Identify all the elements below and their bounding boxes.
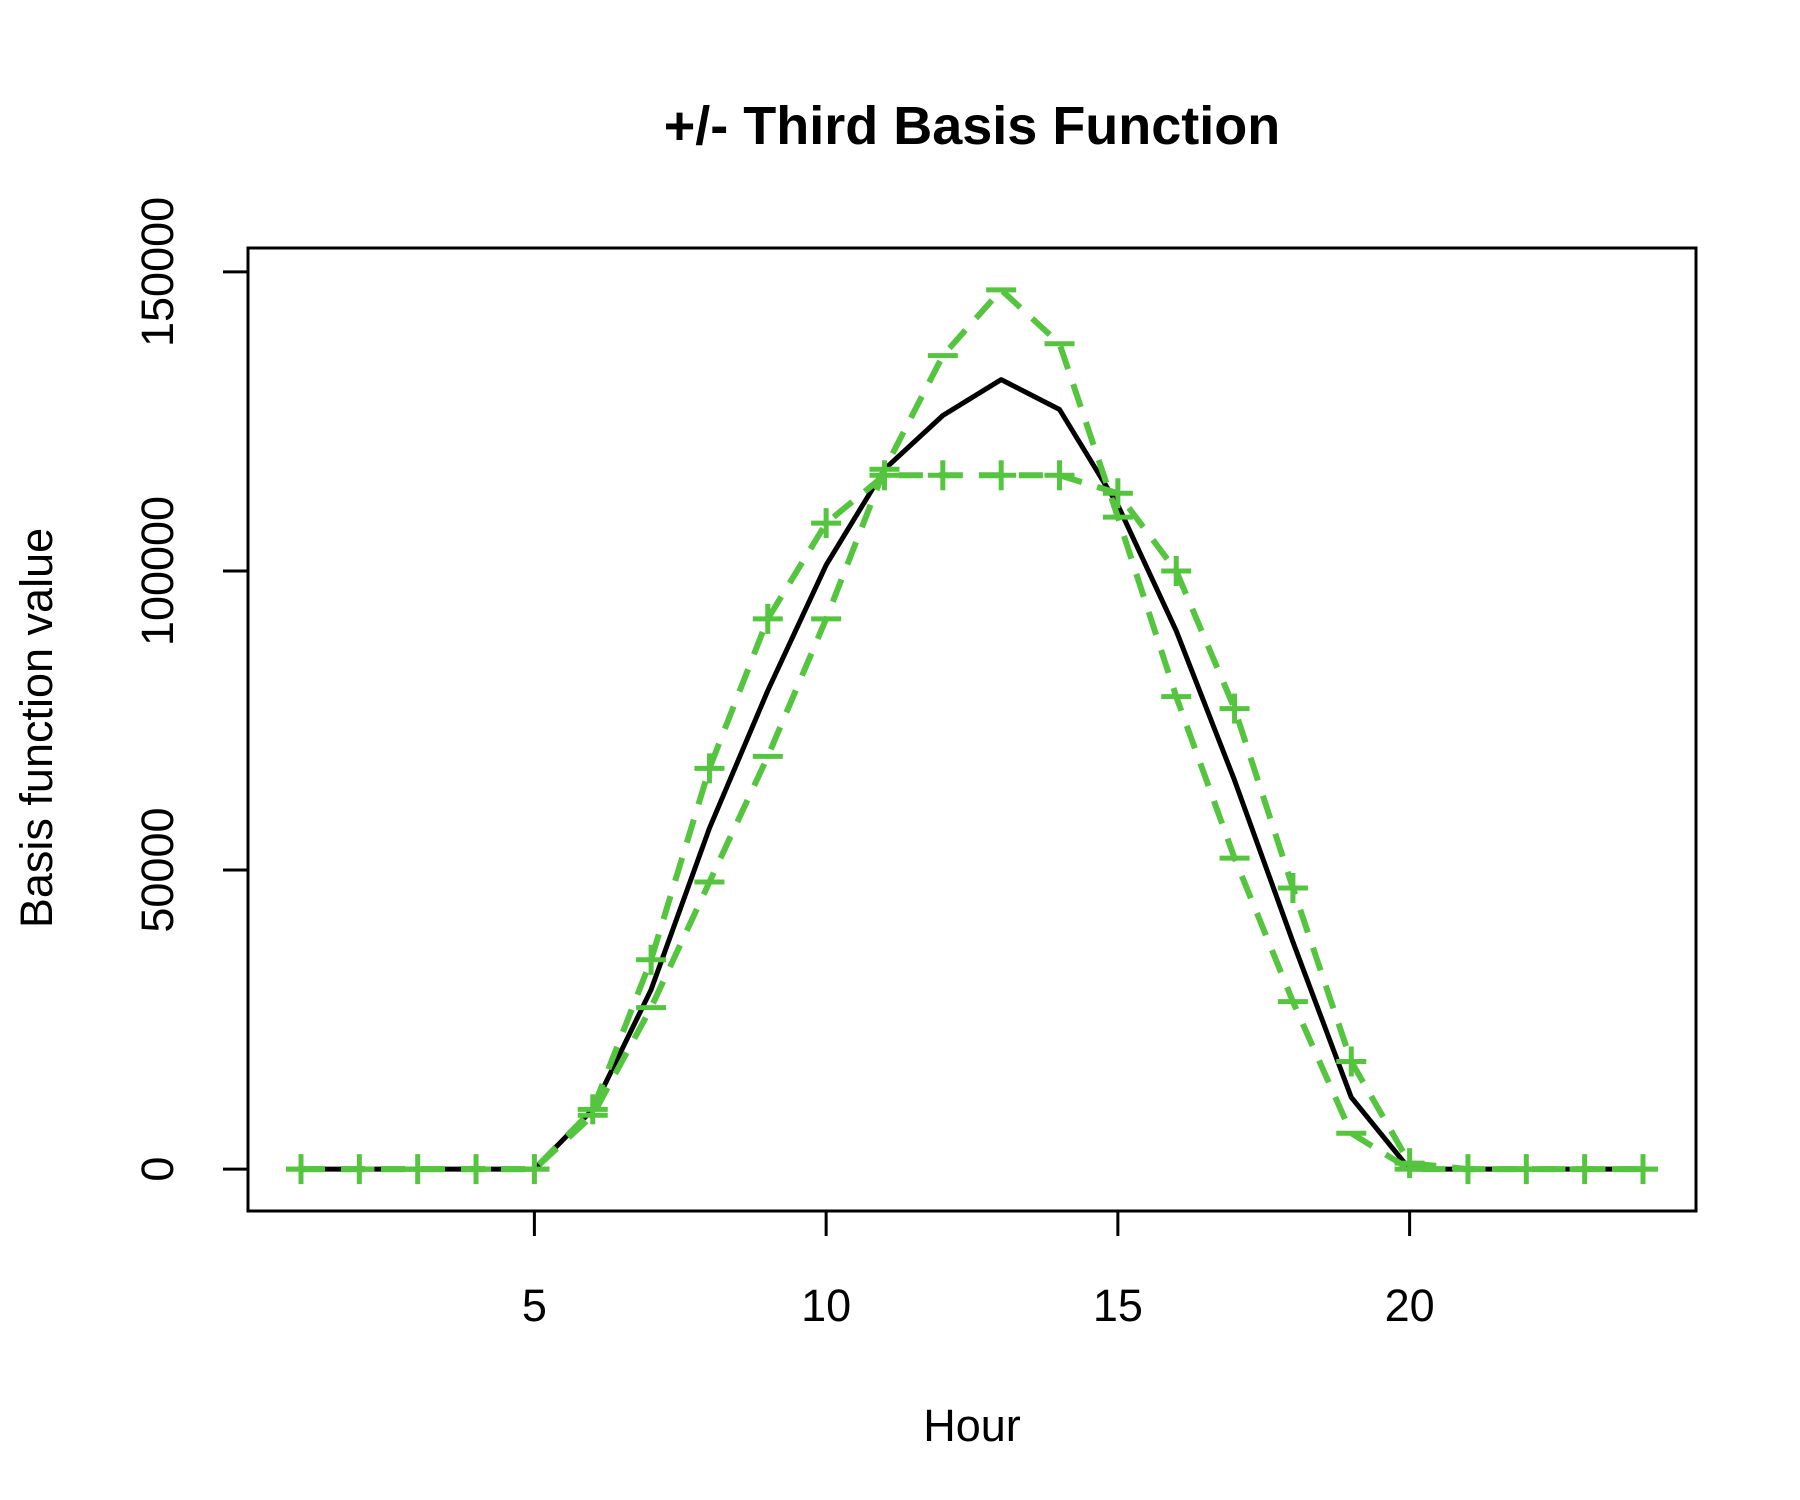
- plus-marker: [1044, 460, 1075, 491]
- plus-marker: [694, 753, 725, 784]
- plus-marker: [1102, 478, 1133, 509]
- axes: 5 10 15 20 0 50000 100000 150000: [132, 197, 1435, 1331]
- plus-marker: [927, 460, 958, 491]
- plus-marker: [986, 460, 1017, 491]
- plus-marker: [811, 508, 842, 539]
- y-axis-label: Basis function value: [11, 528, 62, 928]
- x-tick-label: 20: [1385, 1280, 1435, 1331]
- plus-marker: [1219, 693, 1250, 724]
- x-axis-label: Hour: [923, 1400, 1021, 1451]
- plus-marker: [1277, 873, 1308, 904]
- y-tick-label: 50000: [132, 807, 183, 932]
- series-2: [286, 460, 1658, 1185]
- series-group: [286, 286, 1658, 1185]
- y-tick-label: 0: [132, 1157, 183, 1182]
- plus-marker: [1161, 555, 1192, 586]
- y-tick-label: 100000: [132, 496, 183, 646]
- plus-marker: [1336, 1046, 1367, 1077]
- plus-marker: [752, 603, 783, 634]
- plus-marker: [636, 944, 667, 975]
- x-tick-label: 15: [1093, 1280, 1143, 1331]
- series-line: [301, 286, 1643, 1173]
- chart-title: +/- Third Basis Function: [664, 96, 1281, 156]
- series-3: [286, 286, 1658, 1173]
- series-line: [301, 377, 1643, 1172]
- plot-frame: [246, 246, 1698, 1213]
- series-line: [301, 472, 1643, 1173]
- x-tick-label: 10: [801, 1280, 851, 1331]
- series-1: [301, 377, 1643, 1172]
- x-tick-label: 5: [522, 1280, 547, 1331]
- plus-marker: [577, 1094, 608, 1125]
- y-tick-label: 150000: [132, 197, 183, 347]
